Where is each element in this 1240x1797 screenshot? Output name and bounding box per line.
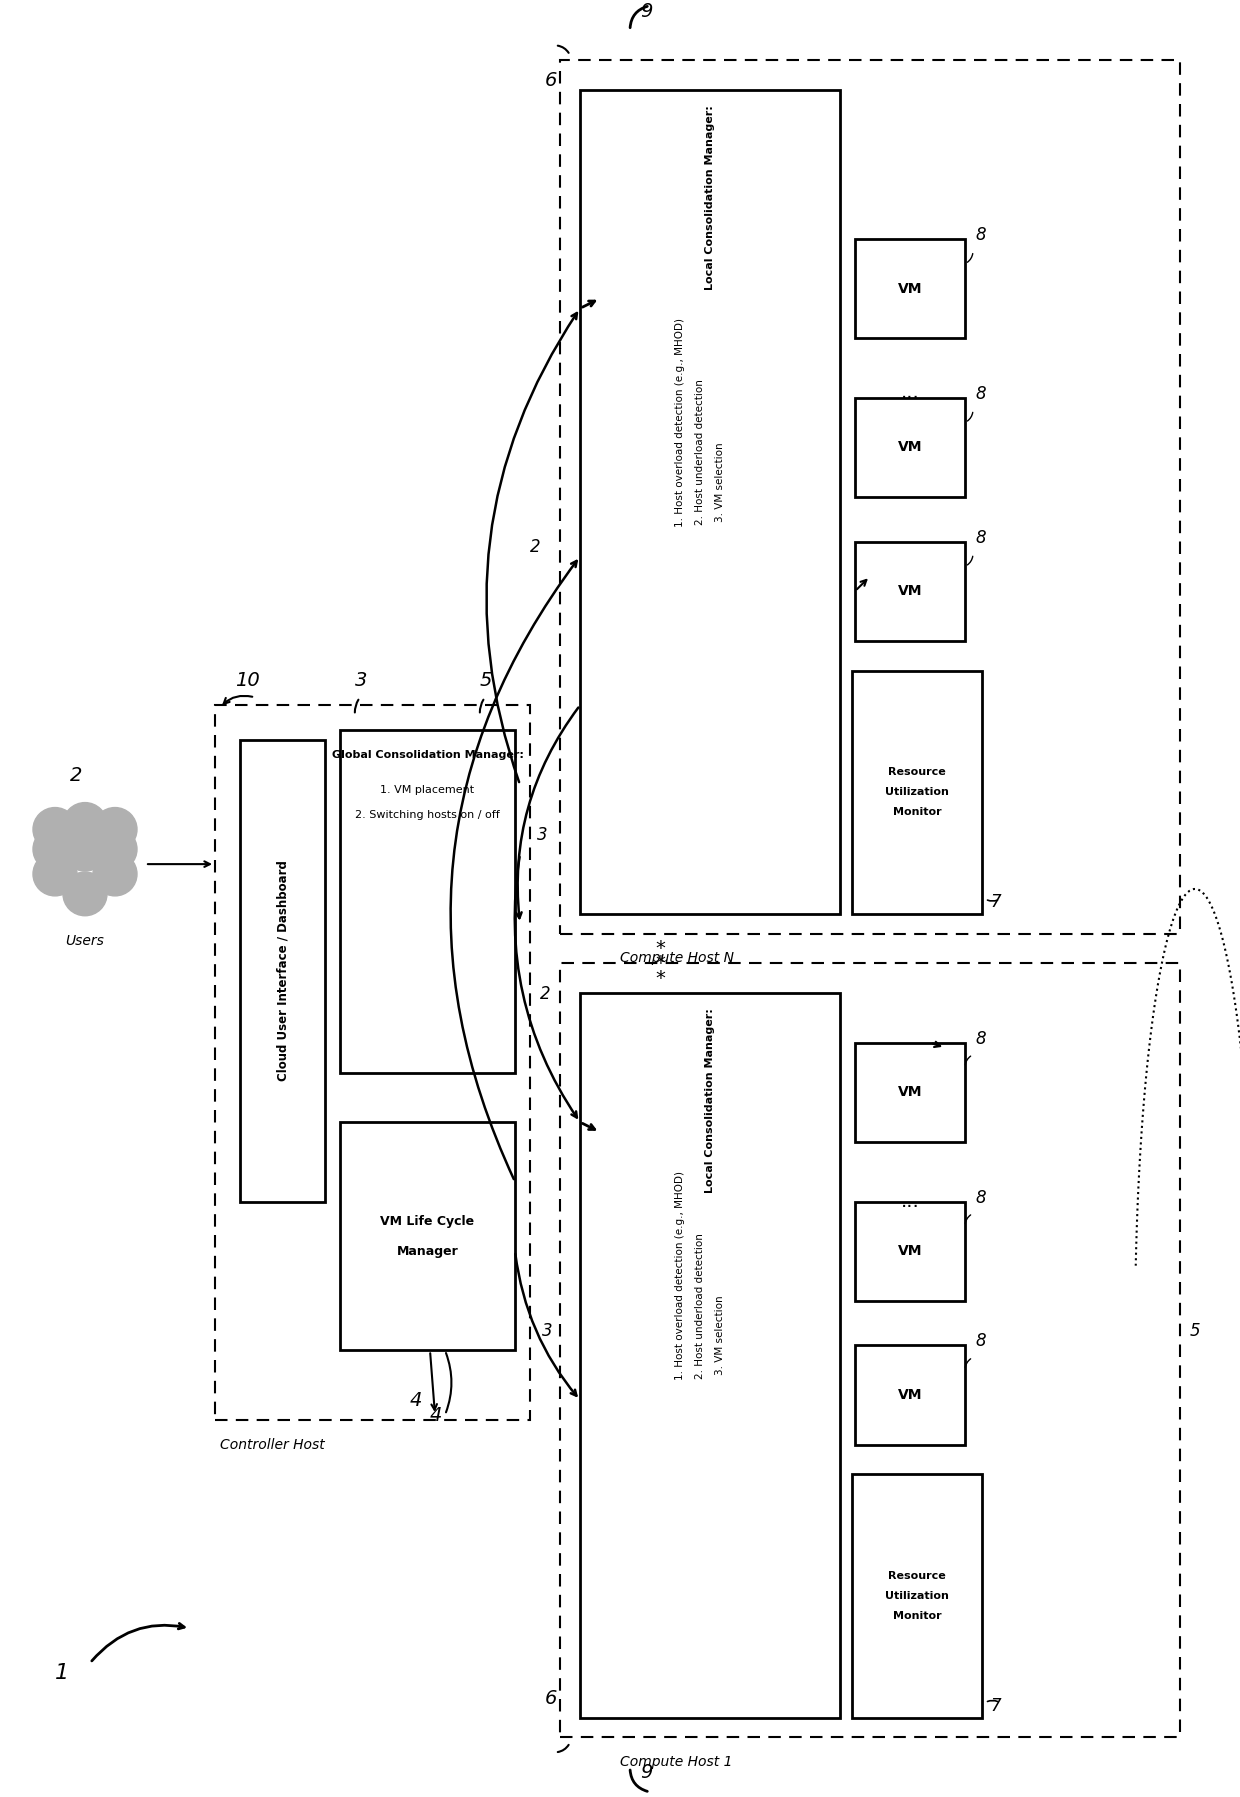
Text: 2. Host underload detection: 2. Host underload detection [694, 379, 706, 525]
Text: VM Life Cycle: VM Life Cycle [381, 1215, 475, 1227]
Text: VM: VM [898, 282, 923, 295]
Bar [852, 1475, 982, 1718]
Bar [856, 1346, 965, 1445]
Text: Resource: Resource [888, 767, 946, 778]
Text: 1. Host overload detection (e.g., MHOD): 1. Host overload detection (e.g., MHOD) [675, 318, 684, 527]
Text: *: * [655, 940, 665, 958]
Text: 2: 2 [529, 539, 541, 557]
Text: 1. VM placement: 1. VM placement [381, 785, 475, 794]
Text: *: * [655, 969, 665, 988]
Text: 2. Switching hosts on / off: 2. Switching hosts on / off [355, 809, 500, 819]
Text: Compute Host N: Compute Host N [620, 951, 734, 965]
Text: 7: 7 [990, 1696, 1001, 1714]
Text: VM: VM [898, 1387, 923, 1402]
Text: 2: 2 [539, 985, 551, 1003]
Circle shape [33, 807, 77, 852]
Text: 8: 8 [975, 1332, 986, 1350]
Bar [215, 706, 529, 1420]
Circle shape [93, 807, 136, 852]
Text: 3. VM selection: 3. VM selection [715, 1296, 725, 1375]
Text: 8: 8 [975, 385, 986, 403]
Text: Utilization: Utilization [885, 787, 949, 798]
Text: 8: 8 [975, 1030, 986, 1048]
Text: Cloud User Interface / Dashboard: Cloud User Interface / Dashboard [277, 861, 289, 1082]
Circle shape [93, 852, 136, 897]
Text: 6: 6 [546, 1689, 557, 1707]
Text: 1: 1 [55, 1662, 69, 1682]
Text: 3: 3 [355, 672, 367, 690]
Text: ...: ... [900, 1191, 919, 1211]
Text: 2. Host underload detection: 2. Host underload detection [694, 1233, 706, 1378]
Text: 8: 8 [975, 528, 986, 546]
Circle shape [93, 827, 136, 872]
Bar [856, 397, 965, 498]
Text: 10: 10 [236, 672, 259, 690]
Text: 3: 3 [537, 827, 548, 845]
Text: 5: 5 [480, 672, 492, 690]
Text: Monitor: Monitor [893, 1610, 941, 1621]
Text: 9: 9 [640, 2, 652, 20]
Text: 6: 6 [546, 72, 557, 90]
Text: 4: 4 [410, 1391, 423, 1411]
Bar [856, 1202, 965, 1301]
Text: 7: 7 [990, 893, 1001, 911]
Circle shape [33, 827, 77, 872]
Text: 9: 9 [640, 1763, 652, 1783]
Circle shape [33, 852, 77, 897]
Text: VM: VM [898, 440, 923, 455]
Text: 1. Host overload detection (e.g., MHOD): 1. Host overload detection (e.g., MHOD) [675, 1172, 684, 1380]
Text: Resource: Resource [888, 1571, 946, 1581]
Bar [580, 994, 839, 1718]
Bar [340, 730, 515, 1073]
Text: Monitor: Monitor [893, 807, 941, 818]
Bar [856, 541, 965, 642]
Text: 2: 2 [69, 766, 82, 785]
Bar [856, 239, 965, 338]
Text: VM: VM [898, 584, 923, 598]
Text: Compute Host 1: Compute Host 1 [620, 1756, 733, 1770]
Bar [856, 1042, 965, 1143]
Bar [852, 670, 982, 913]
Text: 5: 5 [1190, 1323, 1200, 1341]
Text: Controller Host: Controller Host [219, 1438, 325, 1452]
Bar [340, 1121, 515, 1350]
Text: Local Consolidation Manager:: Local Consolidation Manager: [706, 1008, 715, 1193]
Circle shape [63, 872, 107, 916]
Text: 4: 4 [430, 1405, 443, 1425]
Text: 3: 3 [542, 1323, 553, 1341]
Text: Manager: Manager [397, 1245, 459, 1258]
Bar [560, 963, 1180, 1738]
Bar [241, 740, 325, 1202]
Text: 8: 8 [975, 1188, 986, 1206]
Bar [560, 61, 1180, 934]
Bar [580, 90, 839, 913]
Circle shape [63, 803, 107, 846]
Text: VM: VM [898, 1085, 923, 1100]
Text: VM: VM [898, 1244, 923, 1258]
Text: *: * [655, 954, 665, 974]
Circle shape [63, 827, 107, 872]
Text: Users: Users [66, 934, 104, 947]
Text: ...: ... [900, 383, 919, 403]
Text: Global Consolidation Manager:: Global Consolidation Manager: [331, 749, 523, 760]
Text: Utilization: Utilization [885, 1590, 949, 1601]
Text: Local Consolidation Manager:: Local Consolidation Manager: [706, 104, 715, 289]
Text: 8: 8 [975, 226, 986, 244]
Text: 3. VM selection: 3. VM selection [715, 442, 725, 521]
